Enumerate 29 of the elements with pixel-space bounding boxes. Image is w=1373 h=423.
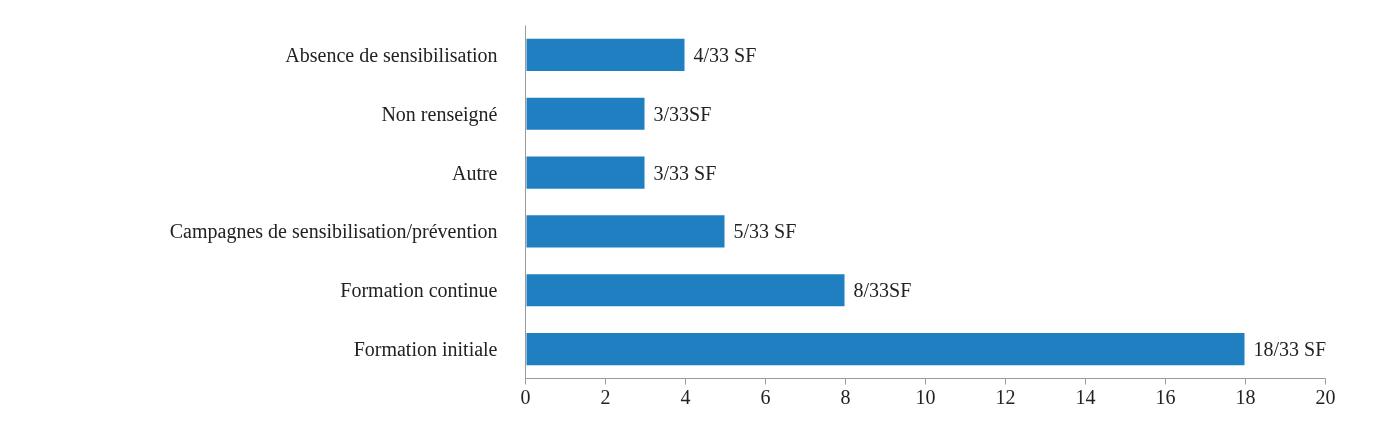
- y-tick-label: Formation continue: [340, 279, 498, 302]
- x-tick-label: 18: [1235, 385, 1256, 408]
- y-tick-label: Non renseigné: [381, 102, 498, 126]
- bar: [525, 272, 847, 309]
- data-label: 5/33 SF: [733, 220, 797, 243]
- x-tick-label: 14: [1075, 385, 1096, 408]
- bar: [525, 213, 727, 250]
- bar: [525, 154, 647, 191]
- data-label: 3/33 SF: [653, 161, 717, 184]
- x-tick-label: 0: [520, 385, 531, 408]
- y-tick-label: Formation initiale: [353, 338, 498, 361]
- data-label: 8/33SF: [853, 279, 912, 302]
- x-tick-label: 2: [600, 385, 611, 408]
- bar: [525, 331, 1247, 368]
- y-tick-label: Absence de sensibilisation: [285, 43, 498, 66]
- x-tick-label: 16: [1155, 385, 1176, 408]
- y-tick-label: Autre: [451, 161, 498, 184]
- x-tick-label: 6: [760, 385, 771, 408]
- data-label: 3/33SF: [653, 102, 712, 125]
- data-label: 18/33 SF: [1253, 338, 1327, 361]
- x-tick-label: 4: [680, 385, 691, 408]
- bar: [525, 95, 647, 132]
- y-tick-label: Campagnes de sensibilisation/prévention: [169, 220, 498, 244]
- data-label: 4/33 SF: [693, 43, 757, 66]
- x-tick-label: 20: [1315, 385, 1336, 408]
- x-tick-label: 10: [915, 385, 936, 408]
- bar: [525, 36, 687, 73]
- x-tick-label: 8: [840, 385, 851, 408]
- x-tick-label: 12: [995, 385, 1016, 408]
